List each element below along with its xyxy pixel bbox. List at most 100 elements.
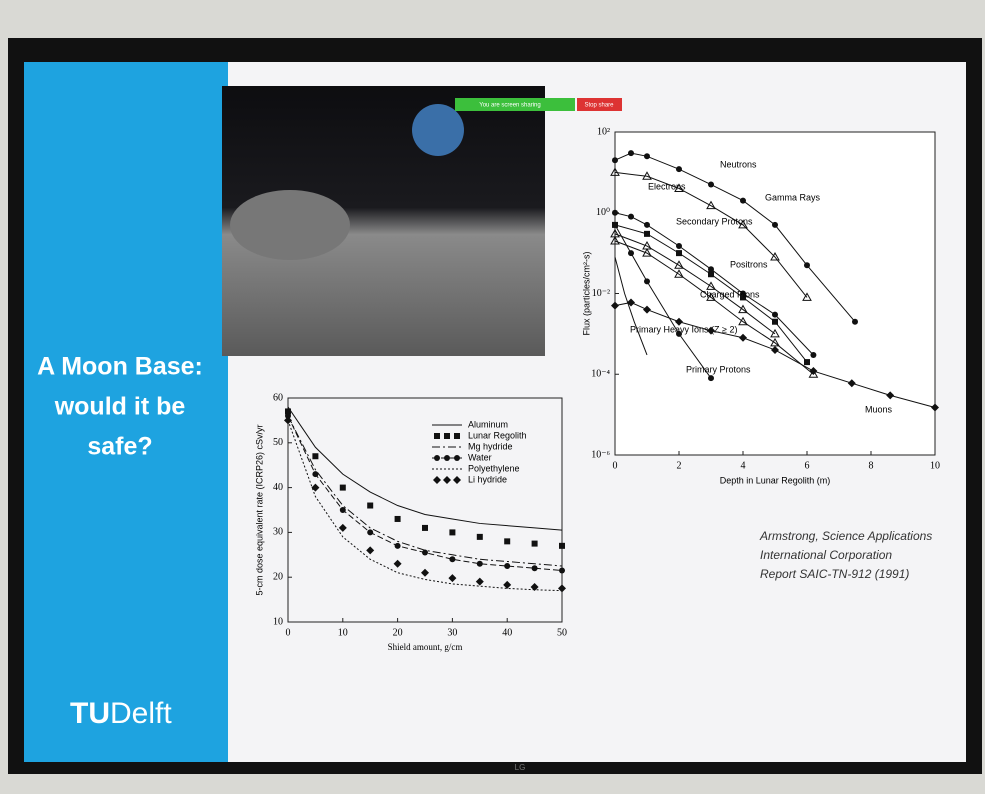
marker <box>628 214 634 220</box>
marker <box>708 375 714 381</box>
series-annotation: Muons <box>865 404 893 414</box>
x-tick-label: 8 <box>869 460 874 471</box>
marker <box>312 453 318 459</box>
y-tick-label: 10⁻⁴ <box>591 369 610 380</box>
y-tick-label: 10⁻² <box>592 288 610 299</box>
marker <box>395 543 401 549</box>
y-tick-label: 10⁻⁶ <box>591 449 610 460</box>
marker <box>449 556 455 562</box>
logo-bold: TU <box>70 697 110 730</box>
stop-share-label[interactable]: Stop share <box>584 103 614 109</box>
legend-label: Mg hydride <box>468 441 513 451</box>
x-tick-label: 2 <box>677 460 682 471</box>
slide-title: would it be <box>54 393 186 421</box>
x-tick-label: 10 <box>930 460 940 471</box>
marker <box>676 166 682 172</box>
y-axis-label: Flux (particles/cm²-s) <box>581 251 591 335</box>
marker <box>676 331 682 337</box>
marker <box>810 352 816 358</box>
marker <box>772 319 778 325</box>
x-tick-label: 40 <box>502 627 512 638</box>
y-tick-label: 20 <box>273 571 283 582</box>
share-status: You are screen sharing <box>479 103 541 109</box>
marker <box>477 561 483 567</box>
y-tick-label: 30 <box>273 527 283 538</box>
slide-title: A Moon Base: <box>37 353 203 381</box>
marker <box>628 150 634 156</box>
series-annotation: Secondary Protons <box>676 216 753 226</box>
marker <box>395 516 401 522</box>
y-tick-label: 40 <box>273 482 283 493</box>
marker <box>434 455 440 461</box>
series-annotation: Positrons <box>730 259 768 269</box>
logo: TUDelft <box>70 697 172 730</box>
marker <box>612 222 618 228</box>
marker <box>449 529 455 535</box>
marker <box>559 567 565 573</box>
legend-label: Lunar Regolith <box>468 430 527 440</box>
citation: International Corporation <box>760 548 892 562</box>
legend-label: Aluminum <box>468 419 508 429</box>
marker <box>454 455 460 461</box>
marker <box>477 534 483 540</box>
marker <box>559 543 565 549</box>
marker <box>740 198 746 204</box>
marker <box>422 525 428 531</box>
tv-brand: LG <box>515 763 526 772</box>
marker <box>367 529 373 535</box>
citation: Report SAIC-TN-912 (1991) <box>760 567 909 581</box>
marker <box>532 565 538 571</box>
page: A Moon Base: would it be safe? TUDelft Y… <box>0 0 985 794</box>
y-tick-label: 10² <box>597 126 610 137</box>
marker <box>340 485 346 491</box>
marker <box>676 250 682 256</box>
x-tick-label: 6 <box>805 460 810 471</box>
x-tick-label: 30 <box>447 627 457 638</box>
marker <box>612 210 618 216</box>
marker <box>434 433 440 439</box>
photo: A Moon Base: would it be safe? TUDelft Y… <box>0 0 985 794</box>
series-annotation: Electrons <box>648 181 686 191</box>
series-annotation: Gamma Rays <box>765 192 821 202</box>
marker <box>612 157 618 163</box>
x-axis-label: Depth in Lunar Regolith (m) <box>720 475 831 485</box>
marker <box>644 153 650 159</box>
marker <box>628 250 634 256</box>
marker <box>504 563 510 569</box>
legend-label: Water <box>468 452 492 462</box>
marker <box>804 262 810 268</box>
x-tick-label: 10 <box>338 627 348 638</box>
marker <box>644 231 650 237</box>
marker <box>676 243 682 249</box>
slide-title: safe? <box>87 433 152 461</box>
marker <box>644 222 650 228</box>
marker <box>444 455 450 461</box>
x-tick-label: 0 <box>613 460 618 471</box>
habitat <box>230 190 350 260</box>
marker <box>422 550 428 556</box>
marker <box>708 182 714 188</box>
y-tick-label: 10 <box>273 616 283 627</box>
marker <box>367 503 373 509</box>
y-tick-label: 50 <box>273 437 283 448</box>
y-tick-label: 10⁰ <box>596 207 610 218</box>
marker <box>444 433 450 439</box>
legend-label: Polyethylene <box>468 463 520 473</box>
marker <box>532 541 538 547</box>
x-tick-label: 50 <box>557 627 567 638</box>
marker <box>804 359 810 365</box>
x-tick-label: 20 <box>393 627 403 638</box>
x-tick-label: 4 <box>741 460 746 471</box>
legend-label: Li hydride <box>468 474 507 484</box>
series-annotation: Neutrons <box>720 159 757 169</box>
citation: Armstrong, Science Applications <box>759 529 932 543</box>
marker <box>852 319 858 325</box>
marker <box>504 538 510 544</box>
series-annotation: Charged Pions <box>700 289 760 299</box>
earth <box>412 104 464 156</box>
y-axis-label: 5-cm dose equivalent rate (ICRP26) cSv/y… <box>254 424 264 595</box>
marker <box>454 433 460 439</box>
marker <box>644 278 650 284</box>
series-annotation: Primary Protons <box>686 364 751 374</box>
marker <box>772 312 778 318</box>
